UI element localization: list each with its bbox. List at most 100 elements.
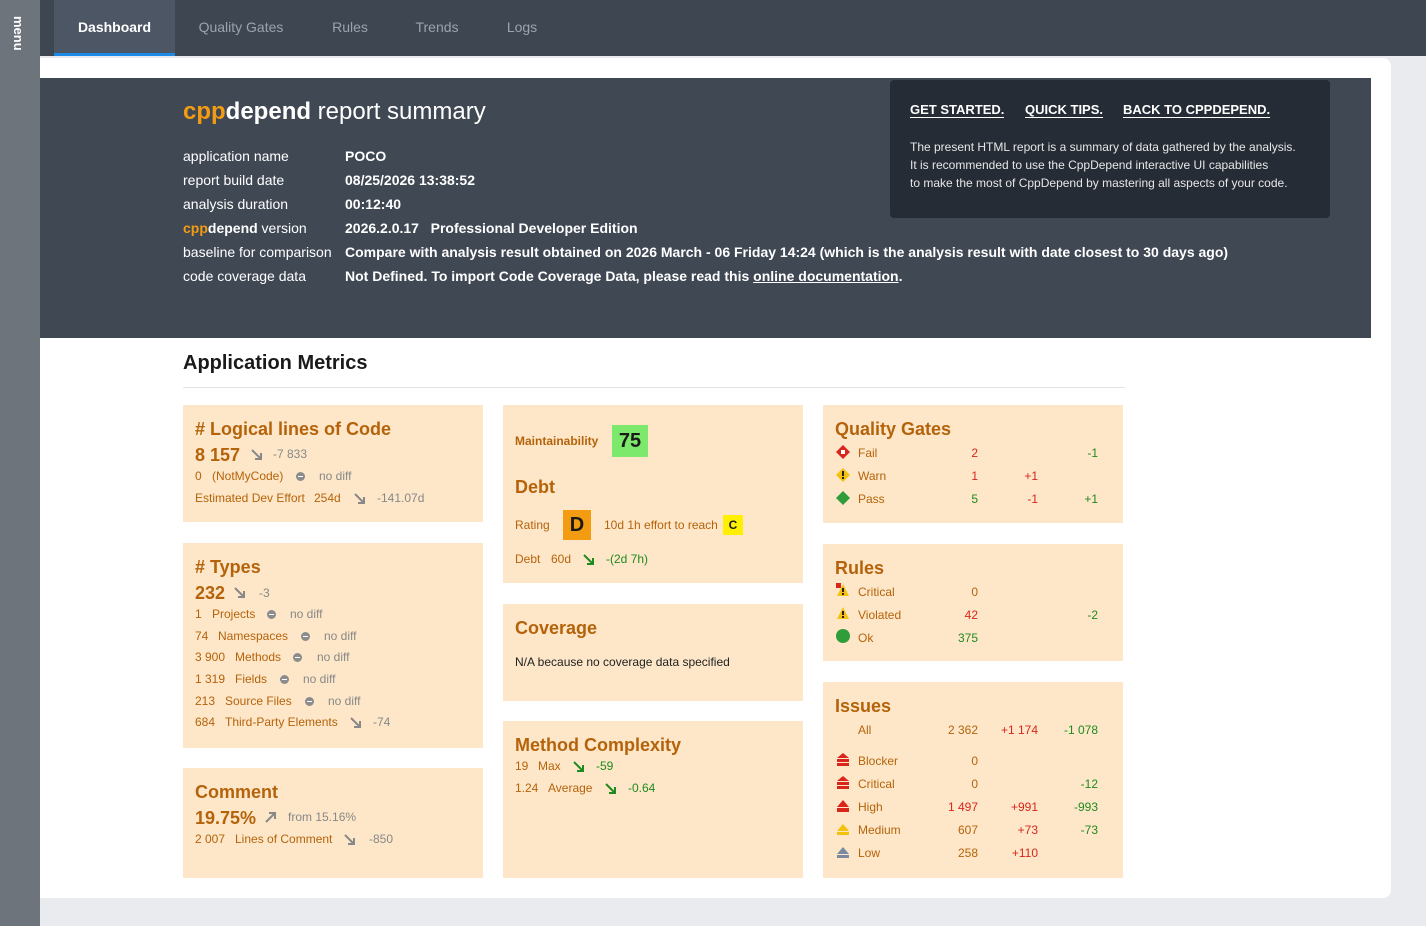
complexity-max-delta: -59 [596,759,614,773]
types-card[interactable]: # Types 232 -3 1 Projects no diff 74 Nam… [183,543,483,748]
issues-card[interactable]: Issues All 2 362 +1 174 -1 078 Blocker 0… [823,682,1123,878]
app-name-value: POCO [345,148,387,164]
gate-fail-delta: -1 [1087,446,1098,460]
complexity-title: Method Complexity [515,735,682,755]
effort-label: Estimated Dev Effort [195,491,305,505]
critical-rule-icon [836,583,849,596]
arrow-up-icon [265,812,276,823]
gate-pass-count: 5 [971,492,978,506]
issues-blocker-label: Blocker [858,754,899,768]
get-started-link[interactable]: GET STARTED. [910,102,1005,118]
complexity-max-value: 19 [515,759,529,773]
coverage-value: Not Defined. To import Code Coverage Dat… [345,268,903,284]
comment-card[interactable]: Comment 19.75% from 15.16% 2 007 Lines o… [183,768,483,878]
no-diff-icon [293,653,302,662]
duration-label: analysis duration [183,196,289,212]
tab-trends[interactable]: Trends [415,19,459,35]
types-row-label: Methods [235,650,282,664]
debt-delta: -(2d 7h) [606,552,649,566]
no-diff-icon [301,632,310,641]
fail-icon [836,445,850,459]
section-title: Application Metrics [183,352,368,374]
effort-delta: -141.07d [377,491,425,505]
quick-tips-link[interactable]: QUICK TIPS. [1025,102,1104,118]
ok-rule-icon [836,629,850,643]
types-row-diff: no diff [290,607,323,621]
maintainability-badge: 75 [612,425,648,457]
no-diff-icon [305,697,314,706]
arrow-down-icon [354,493,365,504]
no-diff-icon [267,610,276,619]
arrow-down-icon [234,587,245,598]
high-issue-icon [837,800,849,812]
issues-high-label: High [858,800,883,814]
tab-rules[interactable]: Rules [332,19,368,35]
tab-quality-gates[interactable]: Quality Gates [198,19,284,35]
gate-pass-delta2: +1 [1084,492,1098,506]
types-row-value: 3 900 [195,650,226,664]
types-row-label: Namespaces [218,629,289,643]
back-to-cppdepend-link[interactable]: BACK TO CPPDEPEND. [1123,102,1271,118]
duration-value: 00:12:40 [345,196,402,212]
quality-gates-title: Quality Gates [835,419,952,439]
issues-low-count: 258 [957,846,978,860]
issues-medium-count: 607 [957,823,978,837]
tips-box: GET STARTED. QUICK TIPS. BACK TO CPPDEPE… [890,80,1330,218]
arrow-down-icon [350,717,361,728]
version-label: cppdepend version [183,220,307,236]
issues-critical-count: 0 [971,777,978,791]
rules-critical-label: Critical [858,585,895,599]
tab-dashboard[interactable]: Dashboard [54,0,175,56]
notmycode-value: 0 [195,469,202,483]
app-name-label: application name [183,148,289,164]
issues-high-count: 1 497 [947,800,978,814]
issues-title: Issues [835,696,892,716]
types-row-diff: no diff [328,694,361,708]
rules-card[interactable]: Rules Critical 0 Violated 42 -2 Ok 375 [823,544,1123,661]
tab-logs[interactable]: Logs [506,19,538,35]
issues-critical-delta2: -12 [1080,777,1098,791]
report-title: cppdepend report summary [183,98,486,125]
top-navigation: Dashboard Quality Gates Rules Trends Log… [40,0,1426,56]
types-row-value: 1 [195,607,202,621]
arrow-down-icon [583,554,594,565]
loc-card[interactable]: # Logical lines of Code 8 157 -7 833 0 (… [183,405,483,522]
coverage-text: N/A because no coverage data specified [515,655,730,669]
blocker-icon [837,753,849,766]
coverage-card[interactable]: Coverage N/A because no coverage data sp… [503,604,803,701]
comment-from: from 15.16% [288,810,357,824]
issues-all-count: 2 362 [947,723,978,737]
debt-card[interactable]: Maintainability Debt Rating 10d 1h effor… [503,405,803,583]
complexity-avg-label: Average [548,781,593,795]
sidebar: menu [0,0,40,926]
types-row-value: 1 319 [195,672,226,686]
loc-value: 8 157 [195,445,241,465]
issues-critical-label: Critical [858,777,895,791]
maintainability-label: Maintainability [515,434,599,448]
online-documentation-link[interactable]: online documentation [753,268,899,284]
coverage-label: code coverage data [183,268,306,284]
menu-toggle-button[interactable]: menu [6,8,34,78]
reach-text: 10d 1h effort to reach [604,518,718,532]
issues-all-delta1: +1 174 [1000,723,1038,737]
issues-high-delta2: -993 [1073,800,1098,814]
complexity-card[interactable]: Method Complexity 19 Max -59 1.24 Averag… [503,721,803,878]
quality-gates-card[interactable]: Quality Gates Fail 2 -1 Warn 1 +1 Pass 5… [823,405,1123,523]
no-diff-icon [280,675,289,684]
debt-value: 60d [551,552,572,566]
issues-medium-delta2: -73 [1080,823,1098,837]
complexity-max-label: Max [538,759,561,773]
rules-violated-delta: -2 [1087,608,1098,622]
critical-issue-icon [837,776,849,789]
gate-warn-delta: +1 [1024,469,1038,483]
gate-fail-count: 2 [971,446,978,460]
comment-lines-label: Lines of Comment [235,832,333,846]
gate-fail-label: Fail [858,446,878,460]
complexity-avg-value: 1.24 [515,781,539,795]
rules-violated-count: 42 [964,608,978,622]
debt-label: Debt [515,552,541,566]
version-value: 2026.2.0.17 Professional Developer Editi… [345,220,638,236]
issues-blocker-count: 0 [971,754,978,768]
baseline-label: baseline for comparison [183,244,332,260]
loc-delta: -7 833 [273,447,308,461]
